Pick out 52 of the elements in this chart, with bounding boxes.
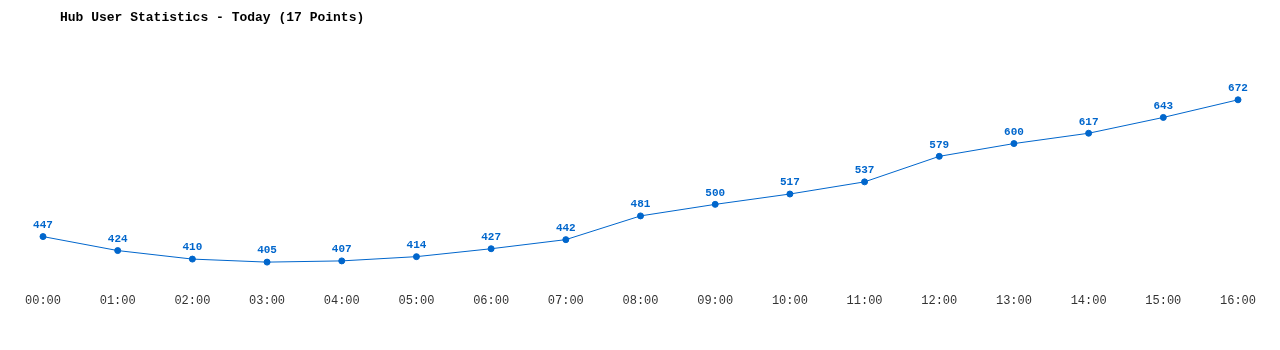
x-tick-label: 08:00 — [622, 293, 659, 308]
point — [487, 245, 495, 253]
point — [861, 178, 869, 186]
x-tick-label: 03:00 — [249, 293, 286, 308]
data-label: 537 — [854, 164, 875, 177]
point — [1234, 96, 1242, 104]
x-tick-label: 00:00 — [24, 293, 62, 308]
data-label: 672 — [1228, 82, 1248, 95]
data-label: 500 — [705, 186, 726, 199]
point — [188, 255, 196, 263]
data-label: 410 — [182, 241, 203, 254]
chart-title: Hub User Statistics - Today (17 Points) — [60, 10, 365, 26]
data-label: 407 — [331, 243, 352, 256]
point — [711, 200, 719, 208]
x-tick-label: 11:00 — [846, 293, 883, 308]
point — [39, 233, 47, 241]
point — [338, 257, 346, 265]
x-tick-label: 07:00 — [547, 293, 584, 308]
x-tick-label: 16:00 — [1219, 293, 1257, 308]
x-tick-label: 04:00 — [323, 293, 360, 308]
x-tick-label: 13:00 — [995, 293, 1032, 308]
point — [114, 247, 122, 255]
x-tick-label: 02:00 — [174, 293, 211, 308]
x-tick-label: 14:00 — [1070, 293, 1107, 308]
point — [412, 253, 420, 261]
point — [637, 212, 644, 220]
point — [263, 258, 271, 266]
x-tick-label: 12:00 — [921, 293, 958, 308]
data-label: 414 — [406, 238, 427, 251]
point — [935, 152, 943, 160]
x-tick-label: 10:00 — [771, 293, 808, 308]
data-label: 405 — [257, 244, 278, 257]
x-tick-label: 05:00 — [398, 293, 435, 308]
data-label: 643 — [1153, 99, 1174, 112]
point — [786, 190, 794, 198]
data-label: 424 — [107, 232, 128, 245]
point — [1159, 113, 1167, 121]
data-label: 481 — [630, 198, 651, 211]
point — [1010, 140, 1018, 148]
point — [1085, 129, 1093, 137]
data-label: 617 — [1078, 115, 1099, 128]
data-label: 579 — [929, 138, 950, 151]
x-tick-label: 09:00 — [697, 293, 734, 308]
data-label: 600 — [1004, 125, 1024, 138]
data-label: 447 — [33, 218, 53, 231]
x-tick-label: 06:00 — [473, 293, 510, 308]
point — [562, 236, 570, 244]
data-label: 517 — [779, 176, 800, 189]
x-tick-label: 15:00 — [1145, 293, 1182, 308]
data-label: 442 — [555, 221, 576, 234]
data-label: 427 — [481, 231, 502, 244]
x-tick-label: 01:00 — [99, 293, 136, 308]
